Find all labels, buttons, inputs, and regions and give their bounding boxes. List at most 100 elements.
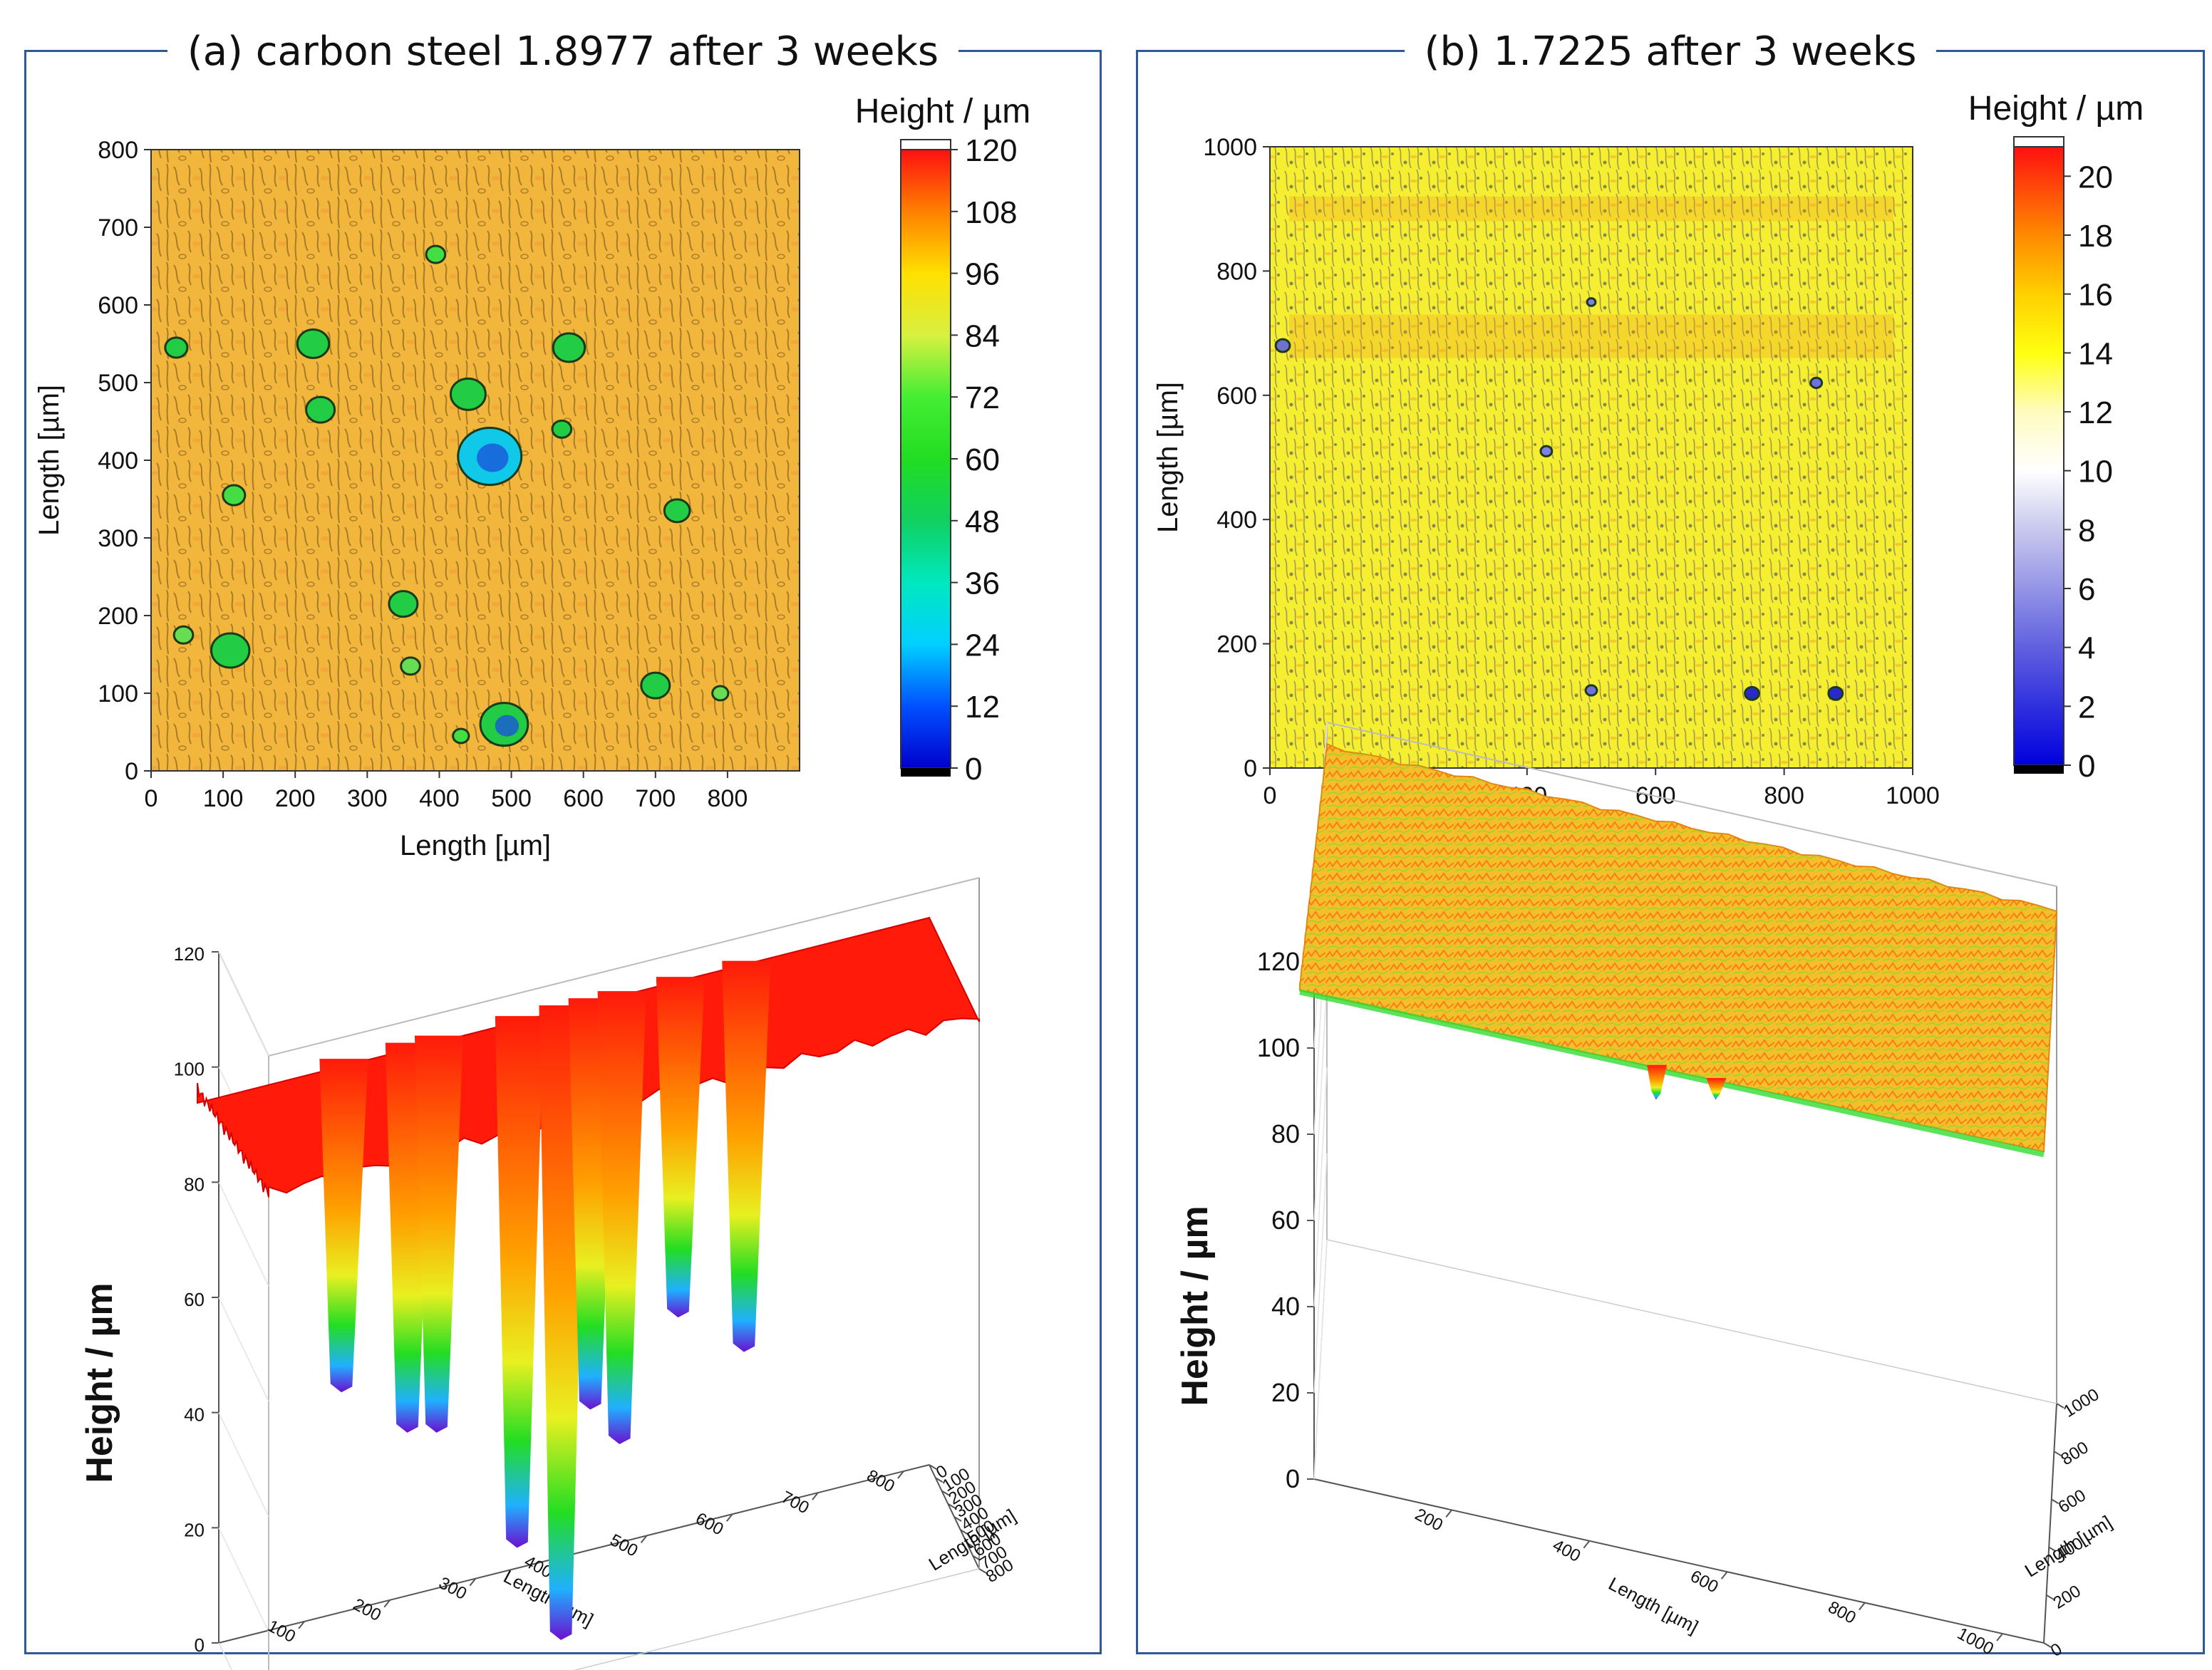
map-a-xlabel: Length [µm] <box>400 830 551 861</box>
colorbar-a-label: Height / µm <box>855 93 1030 130</box>
surface-b-ytick-label: 800 <box>2057 1438 2092 1469</box>
surface-a-pit <box>495 1016 544 1548</box>
map-b-contours <box>1270 147 1913 768</box>
colorbar-a-tick-label: 0 <box>965 752 982 787</box>
surface-a-zgrid <box>218 1182 269 1287</box>
colorbar-a-tick-label: 96 <box>965 257 1000 292</box>
colorbar-a-tick-label: 36 <box>965 566 1000 601</box>
colorbar-a-tick-label: 108 <box>965 195 1017 230</box>
surface-a-zgrid <box>218 1297 269 1402</box>
surface-a-ytick <box>960 1529 968 1535</box>
map-a: 0 100 200 300 400 500 600 700 800 0 100 200 300 400 50… <box>33 137 800 861</box>
surface-a-xtick-label: 500 <box>606 1530 641 1561</box>
map-b-ytick-label: 400 <box>1216 507 1257 534</box>
map-a-ytick-label: 100 <box>98 680 138 707</box>
colorbar-b-tick-label: 2 <box>2078 690 2095 725</box>
colorbar-a-bottom-cap <box>901 768 951 777</box>
map-a-xtick-label: 500 <box>491 785 532 812</box>
colorbar-a-tick-label: 72 <box>965 380 1000 415</box>
surface-b-xtick-label: 600 <box>1687 1567 1721 1597</box>
map-a-pit <box>388 590 419 618</box>
surface-b-xtick <box>1445 1509 1452 1518</box>
surface-a-ztick-label: 20 <box>184 1519 205 1540</box>
surface-b-xtick-label: 1000 <box>1954 1624 1997 1659</box>
surface-b-xtick-label: 800 <box>1825 1597 1859 1628</box>
map-b-xtick-label: 0 <box>1263 782 1277 809</box>
colorbar-b-gradient <box>2013 146 2064 766</box>
map-a-pit <box>164 336 189 359</box>
map-b-pit <box>1584 684 1598 697</box>
surface-b-floor-edge <box>1326 1239 2057 1404</box>
map-b-pit <box>1809 376 1824 390</box>
colorbar-b-tick-label: 6 <box>2078 572 2095 607</box>
map-a-xtick-label: 100 <box>203 785 244 812</box>
surface-a-zgrid <box>218 1412 269 1517</box>
colorbar-a-tick-label: 60 <box>965 442 1000 477</box>
map-a-pit <box>222 484 247 507</box>
surface-a-ytick <box>941 1490 950 1496</box>
map-b-xtick-label: 800 <box>1764 782 1804 809</box>
surface-a-ytick <box>935 1477 944 1483</box>
map-b-band <box>1289 314 1893 358</box>
surface-b-ytick <box>2053 1451 2062 1457</box>
map-b: 0200400600800100002004006008001000Length… <box>1152 134 1940 859</box>
map-a-ylabel: Length [µm] <box>33 385 65 536</box>
map-a-xtick-label: 0 <box>145 785 158 812</box>
surface-b-ytick-label: 200 <box>2050 1582 2084 1613</box>
map-a-pit <box>425 244 447 264</box>
colorbar-b-tick-label: 18 <box>2078 219 2113 254</box>
colorbar-b: 0 2 4 6 8 10 12 14 16 18 20 Height / µm <box>1968 90 2144 784</box>
colorbar-a-top-cap <box>900 139 951 150</box>
surface-a-zgrid <box>218 1528 269 1632</box>
map-b-pit <box>1827 685 1844 701</box>
map-b-ytick-label: 0 <box>1244 755 1257 782</box>
surface-a-ztick-label: 40 <box>184 1404 205 1426</box>
map-a-xtick-label: 200 <box>275 785 316 812</box>
map-b-xtick-label: 1000 <box>1886 782 1940 809</box>
surface-b-ztick-label: 60 <box>1271 1205 1300 1235</box>
surface-b-zgrid <box>1313 1067 1328 1307</box>
surface-a-pit <box>597 991 646 1444</box>
surface-b-ytick <box>2056 1403 2064 1409</box>
map-b-frame <box>1269 146 1913 769</box>
colorbar-a-tick-label: 48 <box>965 504 1000 539</box>
surface-b-ztick-label: 120 <box>1257 947 1300 976</box>
colorbar-b-tick-label: 20 <box>2078 160 2113 195</box>
surface-b-xtick-label: 400 <box>1549 1535 1583 1566</box>
surface-b-xtick <box>1720 1571 1728 1580</box>
surface-b-ylabel: Length [µm] <box>2021 1511 2116 1581</box>
surface-a-ztick-label: 100 <box>174 1059 205 1080</box>
surface-a-xtick-label: 100 <box>264 1617 299 1647</box>
map-a-xtick-label: 600 <box>563 785 604 812</box>
surface-a-ztick-label: 80 <box>184 1173 205 1195</box>
map-a-pit-core <box>495 715 520 737</box>
surface-a-floor-edge <box>218 1642 233 1670</box>
surface-b-ztick-label: 0 <box>1286 1464 1300 1493</box>
surface-a-ytick <box>966 1542 975 1548</box>
map-a-ytick-label: 700 <box>98 214 138 242</box>
surface-b-ytick <box>2048 1546 2057 1552</box>
surface-a-ytick <box>947 1503 956 1509</box>
surface-a-xtick <box>383 1599 391 1608</box>
map-a-pit <box>305 395 336 424</box>
map-b-ytick-label: 600 <box>1216 383 1257 410</box>
map-b-ytick-label: 200 <box>1216 631 1257 658</box>
map-a-pit <box>296 328 331 360</box>
surface-b-ztick-label: 100 <box>1257 1033 1300 1062</box>
surface-a-zgrid <box>218 1642 233 1670</box>
surface-a-pit <box>656 977 705 1318</box>
colorbar-b-tick-label: 16 <box>2078 278 2113 313</box>
surface-b-top-edge <box>1326 722 2057 887</box>
surface-b-zgrid <box>1313 1153 1328 1394</box>
surface-a-xtick <box>812 1492 819 1500</box>
surface-a-ztick-label: 120 <box>174 943 205 965</box>
colorbar-a-tick-label: 120 <box>965 133 1017 168</box>
surface-b-pit <box>1706 1078 1727 1100</box>
surface-b-xtick <box>1859 1602 1866 1611</box>
surface-a-zlabel: Height / µm <box>79 1282 120 1483</box>
map-a-ytick-label: 500 <box>98 370 138 397</box>
map-a-pit <box>449 377 487 411</box>
map-a-ytick-label: 0 <box>125 758 138 785</box>
